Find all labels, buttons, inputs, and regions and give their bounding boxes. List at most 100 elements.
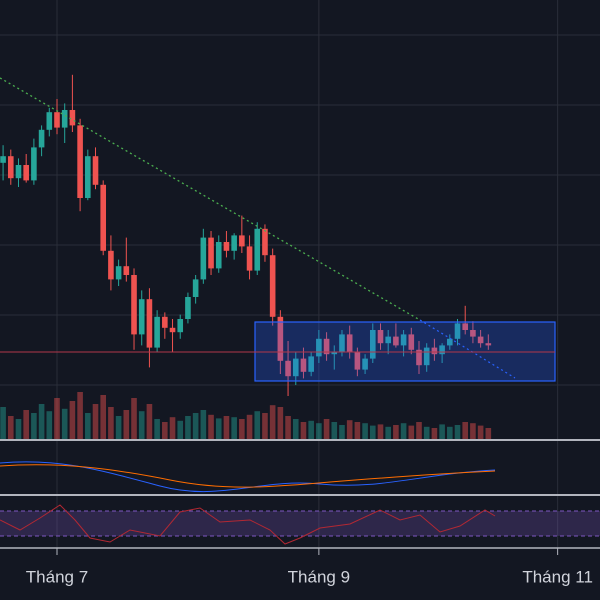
candle-body (369, 330, 376, 359)
candle-body (123, 266, 130, 275)
candle-body (7, 156, 14, 179)
indicator-line (0, 464, 496, 488)
candle-body (431, 347, 438, 355)
candle-body (470, 330, 476, 337)
x-tick-label: Tháng 11 (522, 567, 593, 586)
volume-bar (54, 398, 60, 440)
candle-body (200, 237, 207, 280)
volume-bar (92, 404, 99, 440)
volume-bar (346, 420, 353, 440)
volume-bar (416, 422, 422, 440)
trend-line (419, 319, 516, 379)
candle-body (54, 112, 60, 128)
volume-bar (100, 395, 107, 440)
volume-bar (61, 408, 68, 440)
volume-bar (339, 425, 345, 440)
candle-body (100, 184, 107, 251)
candle-body (77, 125, 83, 198)
volume-bar (269, 405, 276, 440)
trend-line (0, 77, 421, 321)
rsi-line (0, 504, 496, 545)
volume-bar (177, 420, 184, 440)
volume-bar (239, 419, 245, 440)
candle-body (323, 338, 330, 355)
candle-body (416, 349, 422, 366)
volume-bar (69, 401, 76, 440)
candle-body (138, 299, 145, 335)
volume-bar (138, 411, 145, 440)
candle-body (423, 347, 430, 366)
candle-body (339, 334, 345, 352)
volume-bar (308, 420, 314, 440)
candle-body (485, 343, 492, 346)
volume-bar (231, 417, 237, 440)
volume-bar (200, 410, 207, 440)
marks (0, 0, 559, 548)
candle-body (246, 246, 253, 271)
candle-body (439, 345, 445, 355)
volume-bar (254, 411, 261, 440)
volume-bar (23, 410, 29, 440)
x-tick-label: Tháng 7 (26, 567, 88, 586)
candle-body (162, 316, 168, 328)
candle-body (254, 228, 261, 271)
volume-bar (369, 425, 376, 440)
candle-body (447, 338, 453, 346)
candle-body (0, 156, 6, 163)
volume-bar (215, 418, 222, 440)
candle-body (239, 235, 245, 247)
volume-bar (362, 423, 368, 440)
volume-bar (331, 422, 338, 440)
candle-body (23, 165, 29, 181)
volume-bar (208, 414, 214, 440)
candle-body (377, 330, 384, 344)
candle-body (15, 165, 22, 179)
volume-bar (154, 419, 160, 440)
volume-bar (192, 413, 199, 440)
volume-bar (408, 425, 415, 440)
volume-bar (46, 411, 53, 440)
candle-body (300, 358, 307, 372)
rsi-band (0, 511, 600, 536)
volume-bar (246, 414, 253, 440)
candle-body (292, 358, 299, 377)
volume-bar (0, 407, 6, 440)
volume-bar (31, 413, 37, 440)
candle-body (169, 327, 176, 333)
volume-bar (277, 407, 284, 440)
volume-bar (169, 417, 176, 440)
volume-bar (393, 425, 399, 440)
volume-bar (462, 422, 469, 440)
candle-body (346, 334, 353, 352)
volume-bar (77, 392, 83, 440)
candle-body (61, 110, 68, 128)
volume-bar (185, 416, 191, 440)
candle-body (393, 336, 399, 346)
volume-bar (300, 422, 307, 440)
volume-bar (146, 404, 153, 440)
volume-bar (115, 416, 122, 440)
candle-body (92, 156, 99, 185)
candle-body (262, 228, 268, 256)
candle-body (38, 129, 45, 148)
volume-bar (454, 425, 461, 440)
volume-bar (447, 426, 453, 440)
candle-body (131, 275, 137, 335)
volume-bar (400, 423, 407, 440)
candle-body (31, 147, 37, 181)
candle-body (385, 336, 391, 344)
candle-body (400, 334, 407, 346)
candle-body (477, 336, 484, 344)
volume-bar (292, 419, 299, 440)
candle-body (177, 319, 184, 333)
volume-bar (316, 423, 322, 440)
volume-bar (162, 422, 168, 440)
candle-body (208, 237, 214, 269)
volume-bar (323, 419, 330, 440)
candle-body (46, 112, 53, 130)
candle-body (354, 352, 361, 370)
candle-body (223, 242, 230, 251)
